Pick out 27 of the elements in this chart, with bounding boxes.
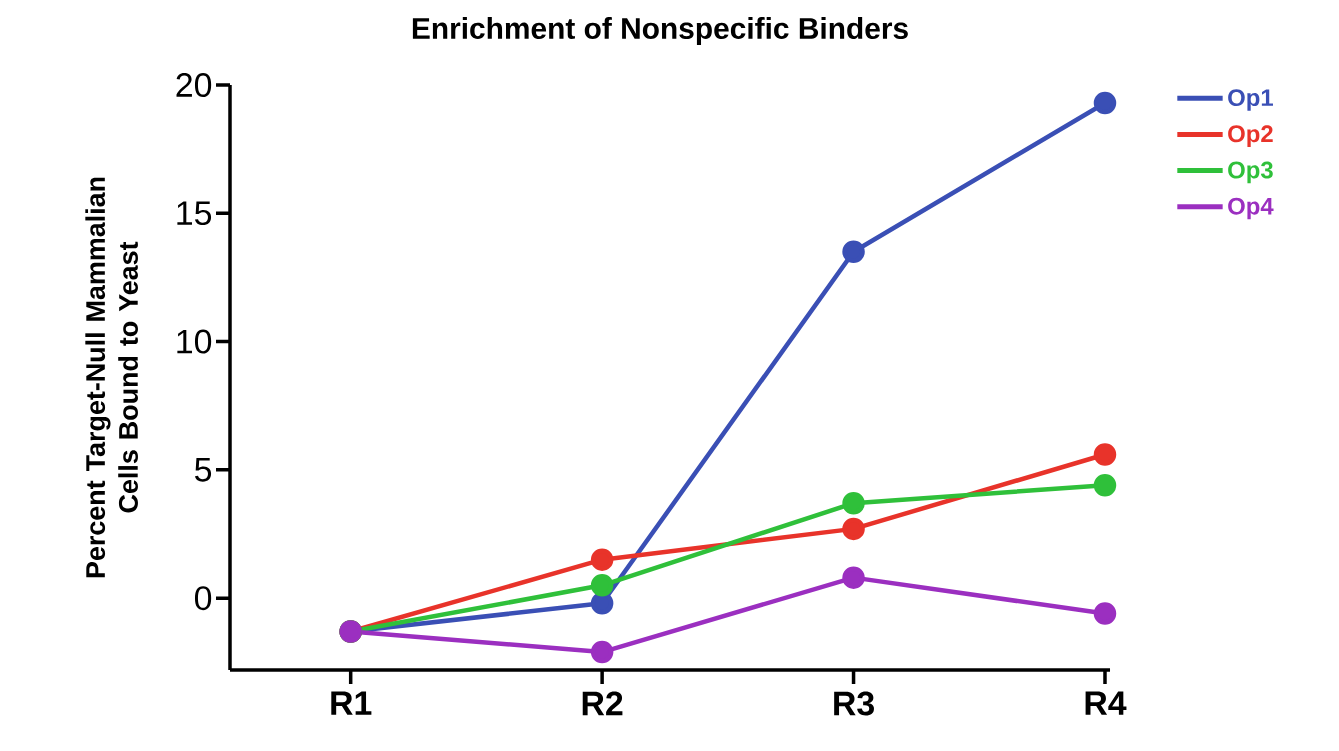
- point: [590, 548, 614, 571]
- chart-title: Enrichment of Nonspecific Binders: [412, 17, 908, 45]
- y-axis-title: Percent Target-Null Mammalian Cells Bound to Yeast: [85, 177, 138, 578]
- legend-label: Op2: [1228, 125, 1273, 148]
- legend-label: Op4: [1228, 197, 1274, 220]
- point: [842, 566, 865, 589]
- point: [842, 517, 865, 541]
- point: [1093, 443, 1117, 466]
- y-tick-label: 5: [195, 458, 212, 482]
- x-tick-label: R2: [582, 691, 623, 716]
- y-tick-label: 0: [194, 586, 212, 611]
- legend-label: Op3: [1228, 161, 1273, 184]
- point: [1093, 602, 1117, 625]
- point: [1093, 91, 1117, 115]
- x-tick-label: R1: [331, 691, 372, 715]
- point: [590, 592, 614, 615]
- point: [1093, 474, 1117, 497]
- point: [590, 574, 614, 597]
- y-tick-label: 15: [177, 201, 212, 226]
- x-tick-label: R4: [1085, 691, 1127, 715]
- y-tick-label: 10: [177, 329, 212, 354]
- point: [842, 491, 865, 515]
- point: [590, 640, 614, 664]
- legend-label: Op1: [1228, 89, 1273, 111]
- y-tick-label: 20: [176, 73, 212, 97]
- x-tick-label: R3: [834, 691, 874, 716]
- point: [842, 240, 865, 264]
